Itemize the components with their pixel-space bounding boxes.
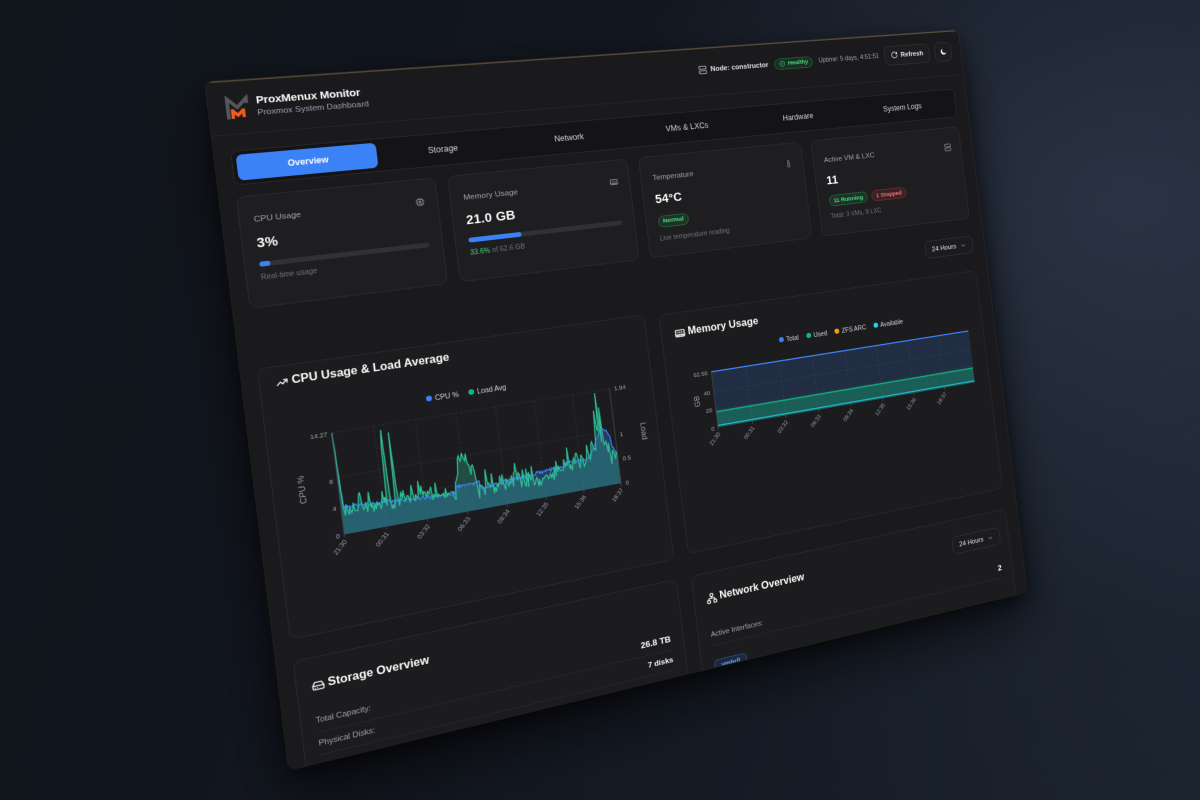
svg-text:14.27: 14.27 xyxy=(310,432,328,441)
svg-text:18:37: 18:37 xyxy=(937,392,948,406)
svg-text:00:31: 00:31 xyxy=(743,426,756,441)
svg-text:03:32: 03:32 xyxy=(416,524,431,541)
svg-text:20: 20 xyxy=(706,408,713,415)
svg-text:15:36: 15:36 xyxy=(906,397,918,411)
svg-text:1.94: 1.94 xyxy=(614,385,626,393)
svg-text:Load: Load xyxy=(639,422,650,441)
svg-text:12:35: 12:35 xyxy=(874,403,886,418)
svg-text:GB: GB xyxy=(692,395,702,408)
svg-text:4: 4 xyxy=(332,506,337,513)
svg-text:06:33: 06:33 xyxy=(810,414,822,429)
svg-text:15:36: 15:36 xyxy=(574,494,588,510)
svg-text:21:30: 21:30 xyxy=(709,432,722,447)
svg-text:03:32: 03:32 xyxy=(777,420,790,435)
svg-text:0: 0 xyxy=(711,426,715,432)
svg-text:0.5: 0.5 xyxy=(622,455,631,462)
svg-text:8: 8 xyxy=(329,479,334,486)
svg-text:18:37: 18:37 xyxy=(611,487,625,503)
svg-text:CPU %: CPU % xyxy=(294,475,308,505)
svg-text:00:31: 00:31 xyxy=(375,531,391,548)
svg-text:21:30: 21:30 xyxy=(333,539,349,556)
svg-text:06:33: 06:33 xyxy=(457,516,472,533)
svg-text:12:35: 12:35 xyxy=(536,502,550,518)
svg-text:0: 0 xyxy=(625,480,629,486)
svg-text:62.56: 62.56 xyxy=(693,371,708,379)
svg-text:40: 40 xyxy=(704,391,711,398)
svg-text:0: 0 xyxy=(336,534,341,541)
svg-text:09:34: 09:34 xyxy=(497,509,512,525)
svg-text:1: 1 xyxy=(619,432,623,438)
svg-text:09:34: 09:34 xyxy=(843,408,855,423)
